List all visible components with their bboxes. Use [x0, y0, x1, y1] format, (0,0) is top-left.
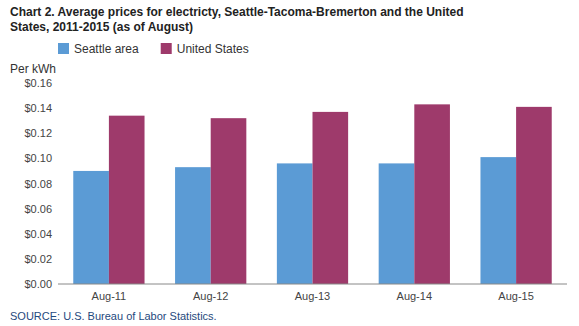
bar — [313, 112, 349, 284]
y-tick-label: $0.00 — [24, 278, 52, 290]
y-tick-label: $0.16 — [24, 77, 52, 89]
y-tick-label: $0.10 — [24, 152, 52, 164]
title: Chart 2. Average prices for electricty, … — [10, 5, 463, 34]
legend-label: United States — [177, 42, 249, 56]
bar — [414, 104, 450, 284]
x-axis: Aug-11 Aug-12 Aug-13 Aug-14 Aug-15 — [58, 284, 567, 302]
legend-swatch — [58, 43, 69, 54]
y-tick-label: $0.06 — [24, 203, 52, 215]
title-line: States, 2011-2015 (as of August) — [10, 20, 193, 34]
x-axis-line — [58, 284, 567, 285]
legend: Seattle area United States — [58, 42, 249, 56]
bar — [109, 116, 145, 284]
y-tick-label: $0.12 — [24, 127, 52, 139]
legend-swatch — [161, 43, 172, 54]
x-tick-label: Aug-11 — [92, 290, 127, 302]
y-axis: $0.00 $0.02 $0.04 $0.06 $0.08 $0.10 $0.12 $0.14… — [24, 77, 52, 290]
y-tick-label: $0.08 — [24, 178, 52, 190]
source: SOURCE: U.S. Bureau of Labor Statistics. — [10, 310, 217, 322]
bar — [73, 171, 109, 284]
x-tick-label: Aug-15 — [498, 290, 533, 302]
x-tick-label: Aug-13 — [295, 290, 330, 302]
bars — [73, 104, 551, 284]
bar — [175, 167, 211, 284]
bar — [516, 107, 552, 284]
x-tick-label: Aug-14 — [397, 290, 432, 302]
y-tick-label: $0.14 — [24, 102, 52, 114]
x-tick-label: Aug-12 — [193, 290, 228, 302]
legend-label: Seattle area — [74, 42, 139, 56]
y-tick-label: $0.04 — [24, 228, 52, 240]
bar — [211, 118, 247, 284]
bar — [379, 163, 415, 284]
y-tick-label: $0.02 — [24, 253, 52, 265]
chart: Chart 2. Average prices for electricty, … — [0, 0, 579, 326]
bar — [277, 163, 313, 284]
title-line: Chart 2. Average prices for electricty, … — [10, 5, 463, 19]
y-axis-label: Per kWh — [10, 62, 56, 76]
bar — [480, 157, 516, 284]
